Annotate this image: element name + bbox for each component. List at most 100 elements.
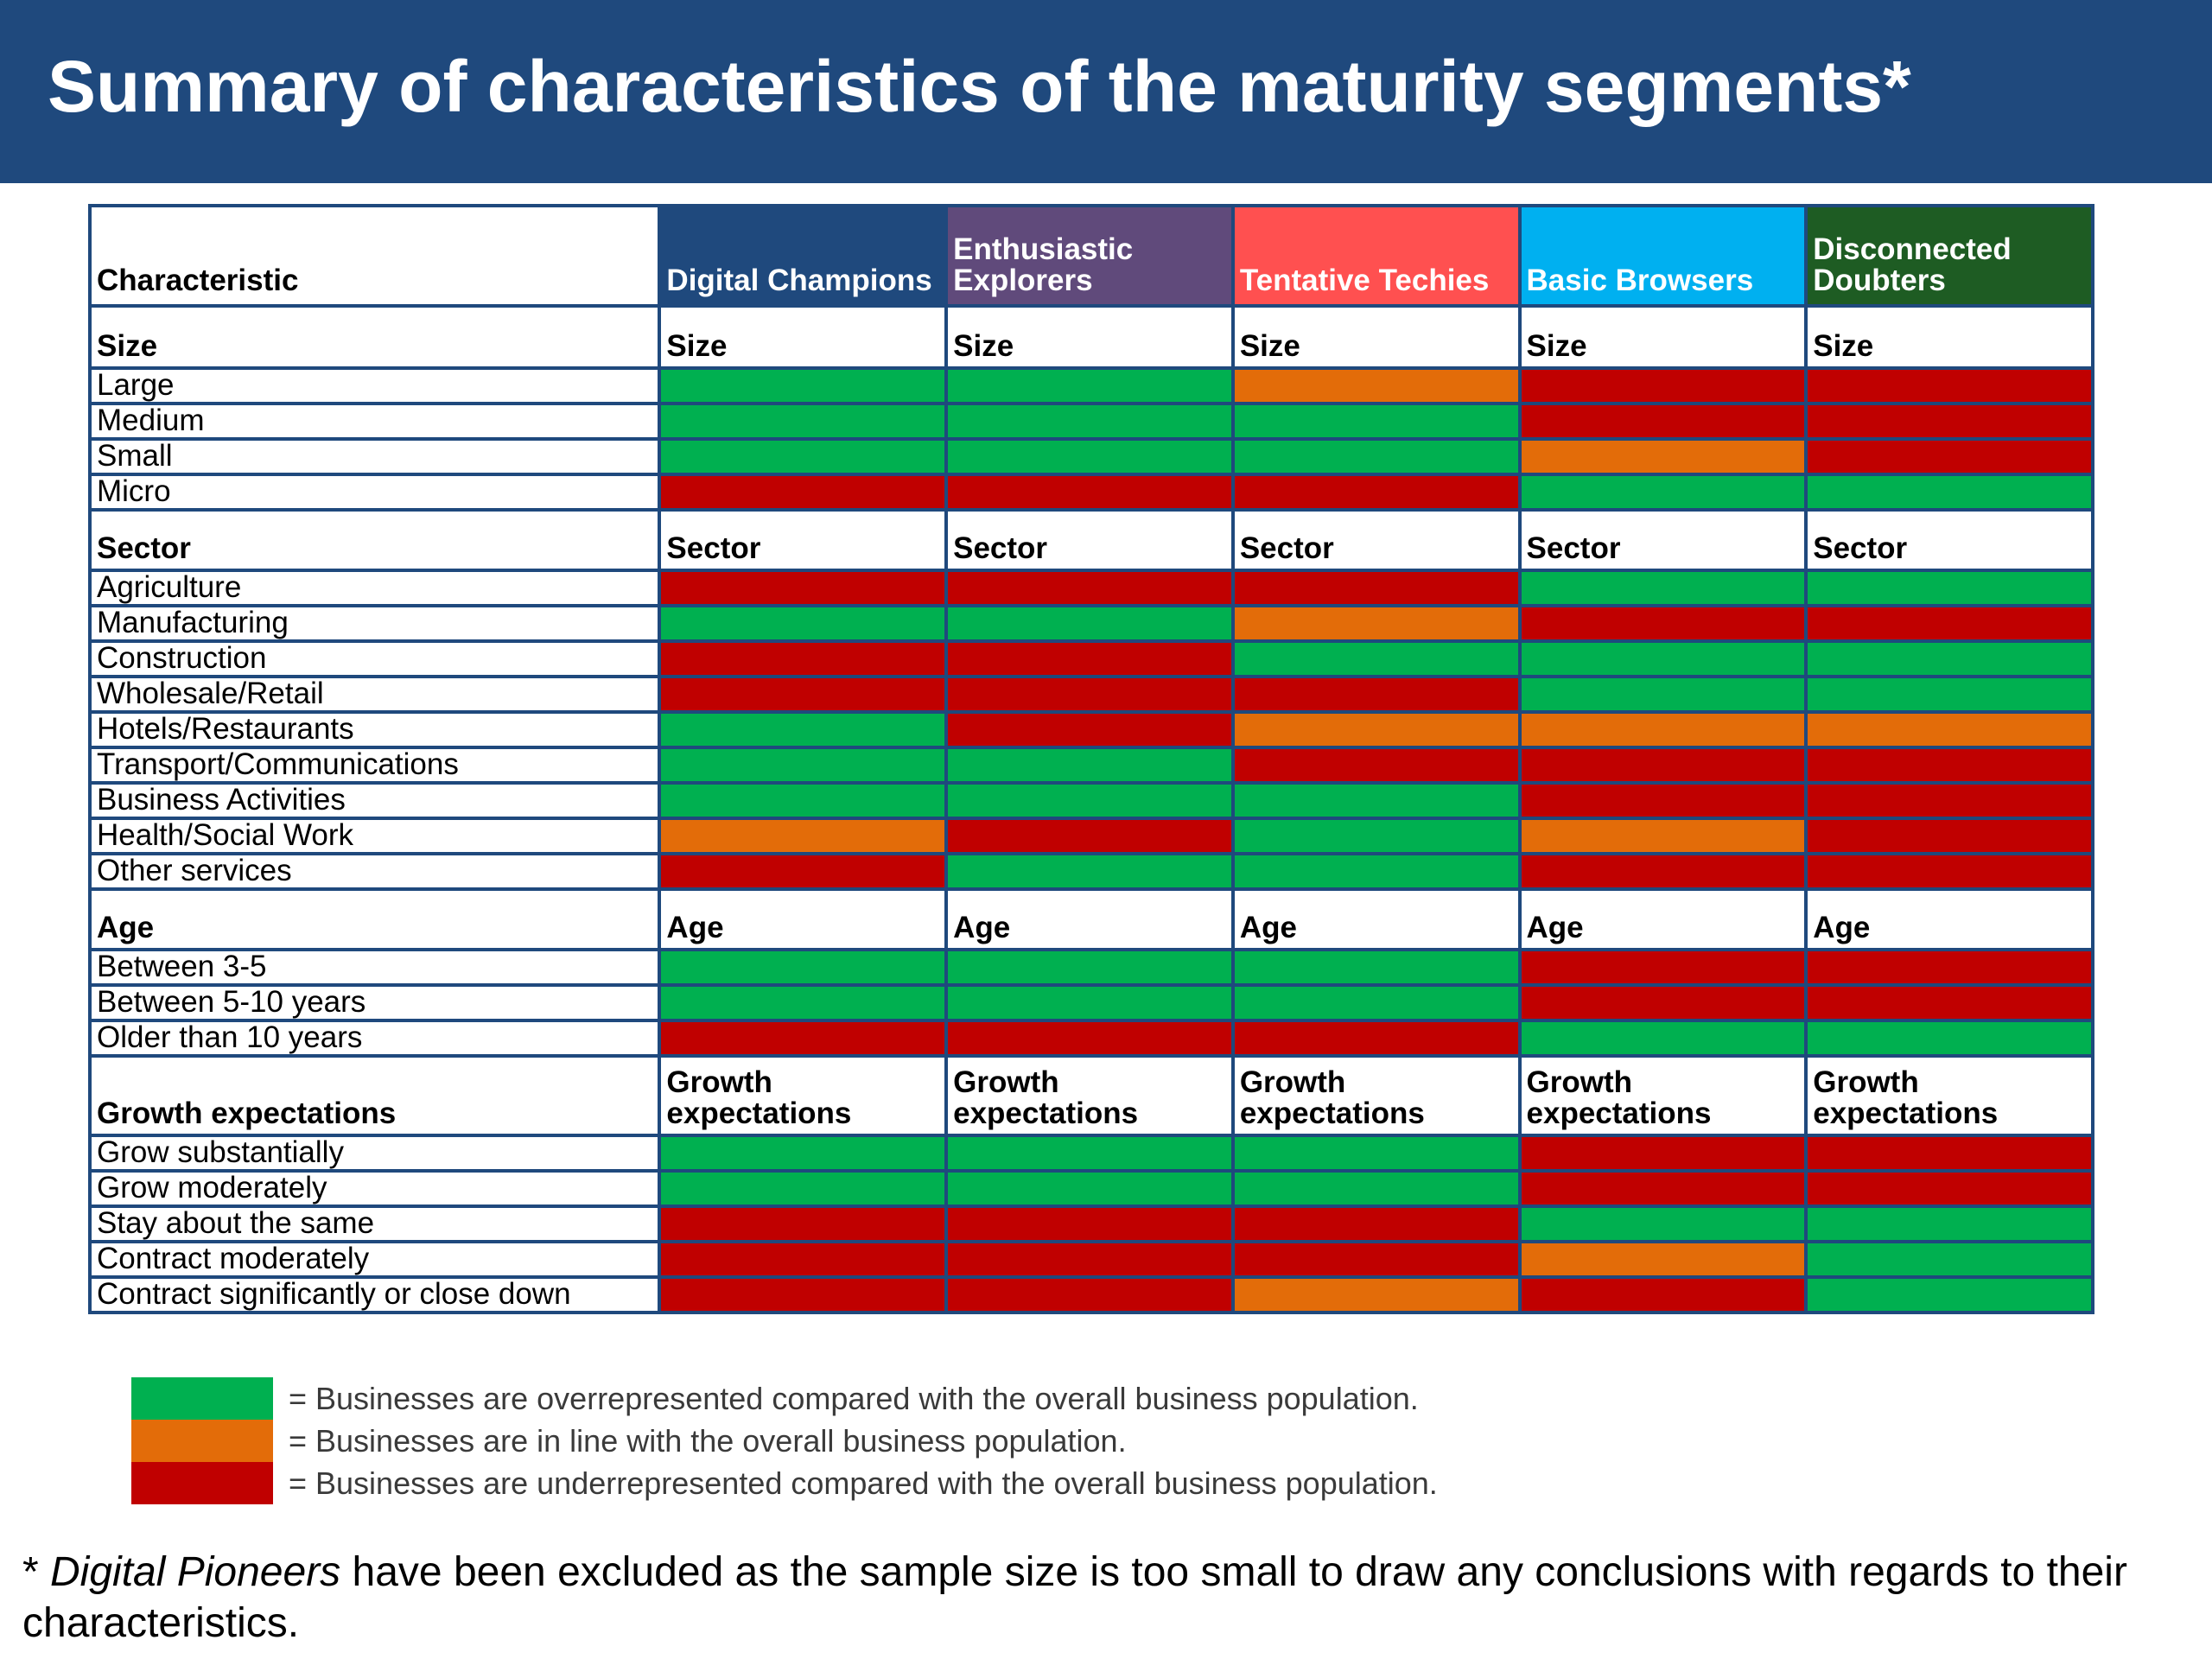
- section-header-row-growth-expectations: Growth expectations Growth expectations Gr…: [87, 1054, 2094, 1137]
- footnote-prefix: *: [22, 1549, 51, 1595]
- rating-cell-over: [658, 437, 949, 476]
- rating-cell-under: [1804, 817, 2094, 855]
- row-label: Between 3-5: [87, 948, 662, 987]
- section-title: Size: [87, 304, 662, 370]
- rating-cell-under: [944, 1019, 1235, 1058]
- segment-header-digital-champions: Digital Champions: [658, 204, 949, 308]
- rating-cell-over: [1230, 983, 1522, 1022]
- table-row: Hotels/Restaurants: [87, 710, 2094, 749]
- section-title: Age: [87, 887, 662, 951]
- footnote: * Digital Pioneers have been excluded as…: [22, 1547, 2157, 1649]
- rating-cell-over: [658, 781, 949, 820]
- rating-cell-under: [1517, 781, 1808, 820]
- rating-cell-over: [944, 604, 1235, 643]
- rating-cell-over: [658, 710, 949, 749]
- rating-cell-under: [1517, 983, 1808, 1022]
- rating-cell-under: [658, 675, 949, 714]
- rating-cell-inline: [1230, 710, 1522, 749]
- section-header-row-sector: Sector Sector Sector Sector Sector Sector: [87, 508, 2094, 572]
- rating-cell-under: [1230, 746, 1522, 785]
- row-label: Manufacturing: [87, 604, 662, 643]
- rating-cell-under: [944, 1275, 1235, 1314]
- footnote-text: have been excluded as the sample size is…: [22, 1549, 2127, 1646]
- rating-cell-over: [944, 781, 1235, 820]
- rating-cell-under: [1517, 604, 1808, 643]
- rating-cell-over: [1230, 852, 1522, 891]
- rating-cell-over: [1804, 1205, 2094, 1243]
- rating-cell-over: [944, 983, 1235, 1022]
- legend-swatch-red: [131, 1462, 273, 1504]
- section-column-label: Growth expectations: [658, 1054, 949, 1137]
- rating-cell-over: [944, 1169, 1235, 1208]
- table-row: Other services: [87, 852, 2094, 891]
- legend-item-overrepresented: = Businesses are overrepresented compare…: [131, 1377, 1600, 1420]
- section-column-label: Sector: [944, 508, 1235, 572]
- rating-cell-under: [1517, 1134, 1808, 1173]
- rating-cell-over: [944, 746, 1235, 785]
- row-label: Agriculture: [87, 569, 662, 607]
- row-label: Older than 10 years: [87, 1019, 662, 1058]
- rating-cell-under: [1517, 1169, 1808, 1208]
- rating-cell-inline: [1230, 366, 1522, 405]
- segment-header-disconnected-doubters: Disconnected Doubters: [1804, 204, 2094, 308]
- rating-cell-over: [944, 948, 1235, 987]
- row-label: Micro: [87, 473, 662, 512]
- rating-cell-over: [658, 983, 949, 1022]
- rating-cell-over: [944, 852, 1235, 891]
- rating-cell-under: [944, 473, 1235, 512]
- table-body: Characteristic Digital Champions Enthusi…: [87, 204, 2094, 1314]
- rating-cell-over: [1230, 817, 1522, 855]
- row-label: Stay about the same: [87, 1205, 662, 1243]
- rating-cell-over: [944, 402, 1235, 441]
- rating-cell-under: [1230, 569, 1522, 607]
- rating-cell-under: [658, 1275, 949, 1314]
- rating-cell-under: [944, 675, 1235, 714]
- rating-cell-under: [1804, 781, 2094, 820]
- table-row: Transport/Communications: [87, 746, 2094, 785]
- table-row: Grow substantially: [87, 1134, 2094, 1173]
- row-label: Large: [87, 366, 662, 405]
- rating-cell-inline: [1517, 437, 1808, 476]
- rating-cell-over: [658, 746, 949, 785]
- section-column-label: Size: [944, 304, 1235, 370]
- legend-text: = Businesses are overrepresented compare…: [289, 1381, 1419, 1416]
- rating-cell-over: [658, 604, 949, 643]
- rating-cell-inline: [658, 817, 949, 855]
- table-row: Business Activities: [87, 781, 2094, 820]
- rating-cell-under: [1804, 402, 2094, 441]
- row-label: Business Activities: [87, 781, 662, 820]
- rating-cell-inline: [1517, 710, 1808, 749]
- rating-cell-over: [658, 948, 949, 987]
- rating-cell-over: [1517, 639, 1808, 678]
- rating-cell-under: [944, 817, 1235, 855]
- row-label: Other services: [87, 852, 662, 891]
- section-title: Sector: [87, 508, 662, 572]
- table-row: Construction: [87, 639, 2094, 678]
- section-column-label: Age: [1804, 887, 2094, 951]
- table-row: Large: [87, 366, 2094, 405]
- section-header-row-age: Age Age Age Age Age Age: [87, 887, 2094, 951]
- rating-cell-under: [1804, 437, 2094, 476]
- rating-cell-under: [1517, 1275, 1808, 1314]
- table-row: Contract significantly or close down: [87, 1275, 2094, 1314]
- rating-cell-over: [944, 437, 1235, 476]
- section-column-label: Size: [1517, 304, 1808, 370]
- row-label: Medium: [87, 402, 662, 441]
- rating-cell-over: [658, 1134, 949, 1173]
- rating-cell-over: [658, 366, 949, 405]
- rating-cell-over: [1804, 1019, 2094, 1058]
- rating-cell-inline: [1230, 1275, 1522, 1314]
- section-column-label: Sector: [1230, 508, 1522, 572]
- rating-cell-over: [1804, 1275, 2094, 1314]
- rating-cell-over: [1804, 639, 2094, 678]
- section-column-label: Age: [944, 887, 1235, 951]
- row-label: Small: [87, 437, 662, 476]
- rating-cell-over: [1230, 639, 1522, 678]
- table-row: Medium: [87, 402, 2094, 441]
- rating-cell-over: [944, 1134, 1235, 1173]
- section-column-label: Sector: [1517, 508, 1808, 572]
- rating-cell-under: [658, 1205, 949, 1243]
- row-label: Grow substantially: [87, 1134, 662, 1173]
- rating-cell-inline: [1517, 1240, 1808, 1279]
- rating-cell-under: [1230, 473, 1522, 512]
